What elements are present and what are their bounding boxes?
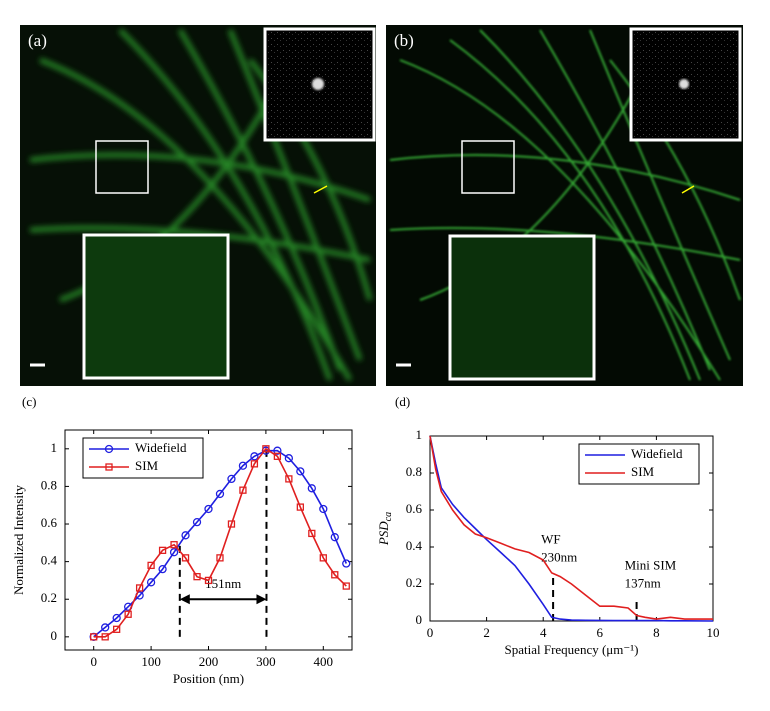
data-point: [113, 625, 121, 633]
data-point: [204, 576, 213, 585]
data-point: [101, 623, 110, 632]
data-point: [285, 475, 293, 483]
legend-label: Widefield: [631, 446, 683, 461]
arrow-head: [179, 594, 267, 605]
legend-marker: [104, 444, 114, 454]
data-point: [135, 584, 144, 592]
annotation: 230nm: [541, 550, 577, 565]
data-point: [273, 452, 282, 460]
data-point: [239, 486, 247, 494]
series-line: [429, 435, 714, 622]
annotation: WF: [541, 532, 561, 547]
data-point: [319, 554, 327, 562]
data-point: [112, 613, 121, 623]
plot-frame: [429, 435, 714, 622]
x-tick-label: 10: [707, 625, 720, 640]
data-point: [158, 564, 167, 574]
data-point: [330, 533, 339, 542]
data-point: [250, 452, 259, 461]
data-point: [216, 554, 224, 562]
x-tick-label: 0: [427, 625, 434, 640]
panel-label: (d): [395, 394, 410, 409]
data-point: [331, 571, 339, 579]
data-point: [296, 503, 304, 511]
y-tick-label: 0.2: [406, 575, 422, 590]
y-tick-label: 0.4: [41, 553, 58, 568]
series-line: [93, 447, 347, 638]
data-point: [238, 461, 248, 470]
x-tick-label: 400: [314, 654, 334, 669]
data-point: [158, 546, 167, 554]
data-point: [307, 484, 316, 493]
data-point: [181, 554, 190, 562]
data-point: [147, 561, 155, 570]
data-point: [215, 489, 225, 499]
legend: [82, 437, 204, 479]
legend-label: Widefield: [135, 440, 187, 455]
data-point: [193, 573, 201, 581]
y-axis-label-sub: ca: [383, 512, 394, 521]
data-point: [90, 633, 98, 641]
legend: [578, 443, 700, 485]
x-tick-label: 300: [256, 654, 276, 669]
image-a: (a): [20, 25, 376, 386]
x-axis-label: Spatial Frequency (μm⁻¹): [505, 642, 639, 657]
data-point: [273, 446, 282, 455]
x-tick-label: 2: [483, 625, 490, 640]
y-axis-label: PSDca: [376, 512, 394, 546]
x-tick-label: 6: [597, 625, 604, 640]
annotation: 137nm: [625, 576, 661, 591]
data-point: [204, 504, 213, 514]
data-point: [169, 548, 179, 557]
y-tick-label: 1: [416, 427, 423, 442]
y-tick-label: 0.8: [41, 477, 57, 492]
panel-label: (c): [22, 394, 36, 409]
x-tick-label: 0: [90, 654, 97, 669]
data-point: [342, 582, 350, 590]
data-point: [181, 531, 190, 540]
arrow-label: 151nm: [205, 576, 241, 591]
image-b: (b): [386, 25, 743, 386]
y-tick-label: 1: [51, 440, 58, 455]
data-point: [250, 460, 259, 468]
annotation: Mini SIM: [625, 558, 677, 573]
x-tick-label: 200: [199, 654, 219, 669]
panel-label: (a): [28, 31, 47, 50]
data-point: [192, 517, 202, 527]
y-tick-label: 0.8: [406, 464, 422, 479]
x-tick-label: 8: [653, 625, 660, 640]
legend-marker: [105, 463, 113, 471]
y-tick-label: 0.6: [406, 501, 423, 516]
y-axis-label: Normalized Intensity: [11, 484, 26, 595]
y-tick-label: 0.6: [41, 515, 58, 530]
series-line: [429, 435, 713, 620]
series-line: [93, 449, 348, 638]
data-point: [308, 529, 316, 538]
panel-label: (b): [394, 31, 414, 50]
legend-label: SIM: [631, 464, 655, 479]
x-axis-label: Position (nm): [173, 671, 244, 686]
data-point: [101, 633, 109, 641]
y-tick-label: 0: [416, 612, 423, 627]
y-axis-label-main: PSD: [376, 521, 391, 546]
y-tick-label: 0.2: [41, 590, 57, 605]
data-point: [124, 610, 132, 618]
data-point: [296, 467, 305, 476]
y-tick-label: 0: [51, 628, 58, 643]
legend-label: SIM: [135, 458, 159, 473]
y-tick-label: 0.4: [406, 538, 423, 553]
data-point: [227, 520, 236, 528]
data-point: [284, 454, 294, 463]
data-point: [342, 559, 351, 568]
data-point: [319, 504, 328, 514]
data-point: [227, 474, 236, 484]
x-tick-label: 100: [141, 654, 161, 669]
data-point: [262, 445, 270, 453]
y-axis-label-main: Normalized Intensity: [11, 484, 26, 595]
data-point: [170, 541, 178, 549]
x-tick-label: 4: [540, 625, 547, 640]
data-point: [146, 578, 156, 587]
